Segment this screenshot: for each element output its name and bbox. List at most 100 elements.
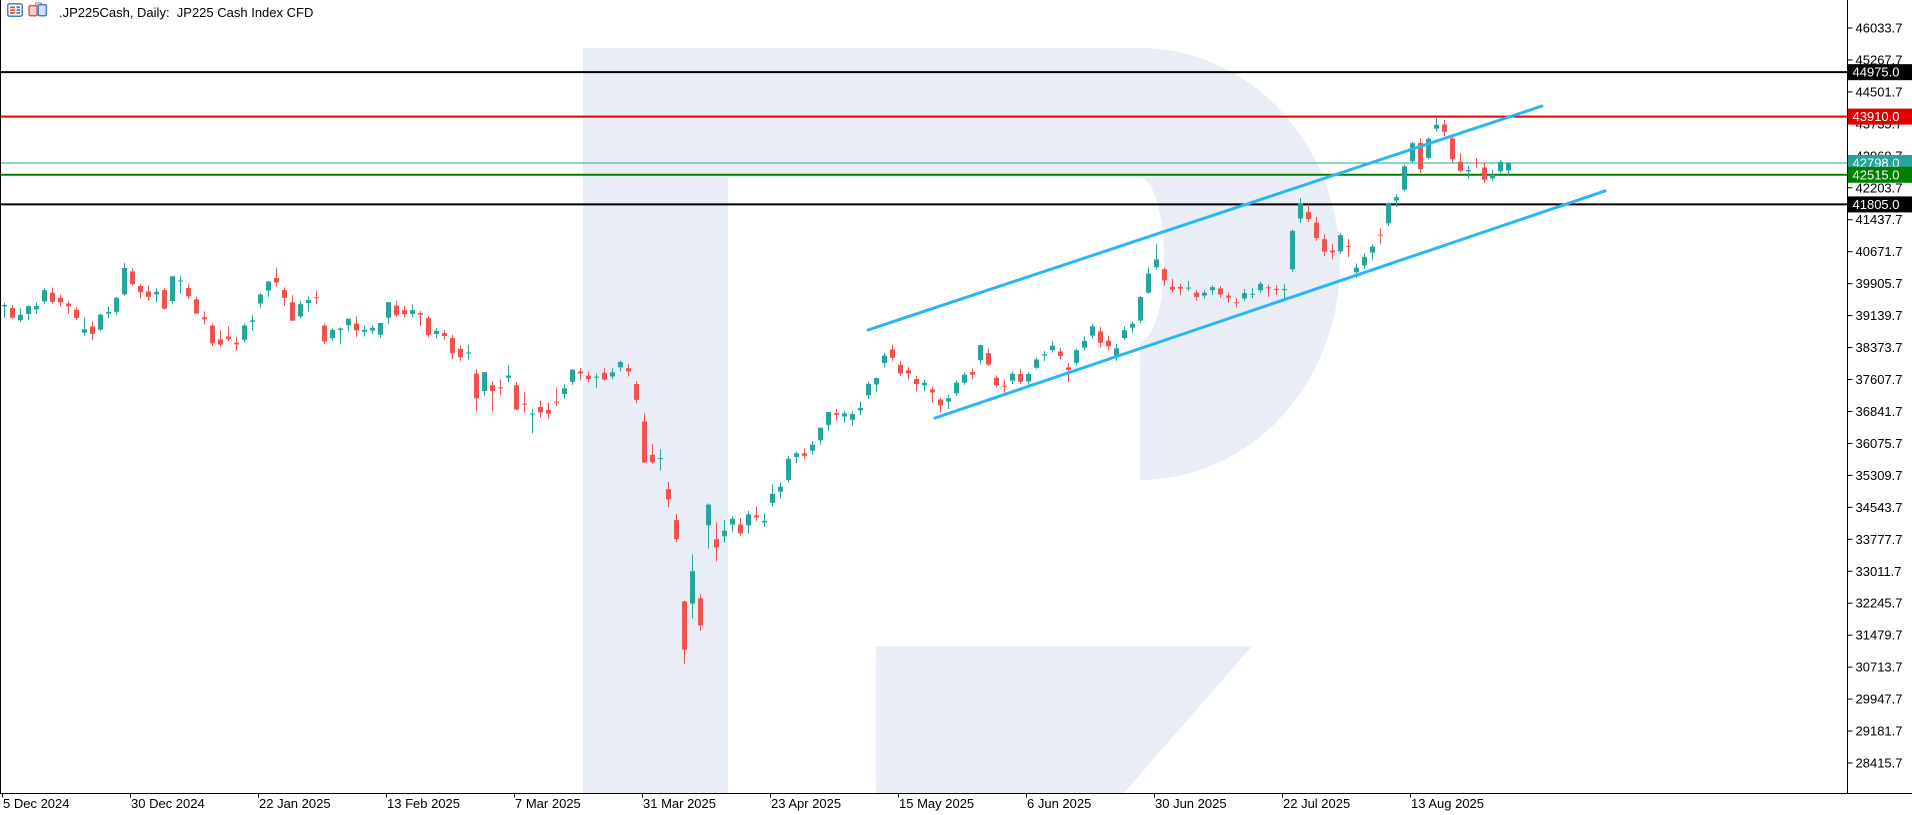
candle xyxy=(1242,288,1247,302)
candle xyxy=(210,323,215,347)
y-axis-label: 37607.7 xyxy=(1856,372,1903,387)
candle xyxy=(1170,278,1175,293)
candle xyxy=(1306,204,1311,223)
candle xyxy=(794,451,799,464)
candle xyxy=(482,372,487,396)
y-axis-label: 33011.7 xyxy=(1856,564,1902,579)
candle xyxy=(42,288,47,304)
candle xyxy=(1098,326,1103,348)
candle xyxy=(1290,229,1295,272)
candle xyxy=(722,520,727,543)
candle xyxy=(682,600,687,664)
candle xyxy=(1122,326,1127,340)
candle xyxy=(978,344,983,365)
candle xyxy=(578,368,583,381)
candle xyxy=(874,377,879,393)
candle xyxy=(1442,119,1447,137)
candle xyxy=(290,295,295,321)
candle xyxy=(1146,267,1151,294)
candle xyxy=(90,321,95,341)
chart-window-icon[interactable] xyxy=(28,2,48,22)
candle xyxy=(386,301,391,325)
candle xyxy=(594,373,599,389)
candle xyxy=(1330,243,1335,260)
candle xyxy=(1298,197,1303,223)
candle xyxy=(18,308,23,323)
chart-title: .JP225Cash, Daily: JP225 Cash Index CFD xyxy=(59,4,314,20)
candle xyxy=(146,285,151,301)
candle xyxy=(306,296,311,312)
candle xyxy=(746,510,751,534)
candle xyxy=(298,300,303,319)
candle xyxy=(882,353,887,368)
candle xyxy=(562,384,567,399)
candle xyxy=(1482,162,1487,183)
candle xyxy=(450,334,455,359)
y-axis-label: 32245.7 xyxy=(1856,596,1903,611)
candle xyxy=(618,360,623,372)
candle xyxy=(1194,290,1199,301)
svg-text:43910.0: 43910.0 xyxy=(1853,109,1900,124)
trend-channel-line-2[interactable] xyxy=(933,189,1607,420)
candle xyxy=(570,369,575,385)
candle xyxy=(1378,228,1383,244)
candle xyxy=(554,388,559,406)
candle xyxy=(986,348,991,367)
candle xyxy=(2,302,7,318)
candle xyxy=(322,323,327,344)
candle xyxy=(434,328,439,339)
y-axis-label: 36075.7 xyxy=(1856,436,1903,451)
y-axis-label: 36841.7 xyxy=(1856,404,1903,419)
candle xyxy=(66,300,71,314)
candle xyxy=(394,300,399,318)
y-axis-label: 34543.7 xyxy=(1856,500,1903,515)
candle xyxy=(1490,169,1495,182)
candle xyxy=(970,368,975,380)
x-axis-label: 22 Jul 2025 xyxy=(1283,796,1350,811)
candle xyxy=(674,514,679,543)
candle xyxy=(1394,194,1399,207)
x-axis-label: 6 Jun 2025 xyxy=(1027,796,1091,811)
candle xyxy=(1322,234,1327,256)
y-axis-scale[interactable]: 46033.745267.744501.743735.742969.742203… xyxy=(1847,21,1903,771)
candle xyxy=(1154,244,1159,270)
candle xyxy=(1114,343,1119,362)
x-axis-label: 31 Mar 2025 xyxy=(643,796,716,811)
candle xyxy=(282,287,287,307)
candle xyxy=(1386,202,1391,226)
trend-channel-line-1[interactable] xyxy=(866,104,1544,332)
candle xyxy=(906,366,911,380)
candle xyxy=(50,287,55,304)
y-axis-label: 30713.7 xyxy=(1856,660,1903,675)
svg-text:44975.0: 44975.0 xyxy=(1853,65,1900,80)
candle xyxy=(1474,157,1479,168)
candle xyxy=(586,371,591,383)
x-axis-label: 23 Apr 2025 xyxy=(771,796,841,811)
candle xyxy=(458,345,463,362)
x-axis-scale[interactable]: 5 Dec 2024 30 Dec 2024 22 Jan 2025 13 Feb 2… xyxy=(2,793,1485,812)
candle xyxy=(26,305,31,321)
candle xyxy=(194,296,199,314)
chart-list-icon[interactable] xyxy=(7,2,23,22)
candle xyxy=(1362,253,1367,269)
candle xyxy=(138,283,143,299)
candle xyxy=(858,401,863,415)
y-axis-label: 28415.7 xyxy=(1856,756,1903,771)
candle xyxy=(1498,159,1503,174)
candle xyxy=(850,411,855,426)
candle xyxy=(610,368,615,380)
candle xyxy=(378,322,383,338)
candle xyxy=(1178,283,1183,296)
candle xyxy=(1250,288,1255,299)
candle xyxy=(530,409,535,434)
y-axis-label: 38373.7 xyxy=(1856,340,1903,355)
candle xyxy=(706,503,711,549)
y-axis-label: 29181.7 xyxy=(1856,724,1903,739)
candle xyxy=(402,306,407,318)
candle xyxy=(1186,280,1191,291)
candle xyxy=(818,427,823,445)
candle xyxy=(106,306,111,319)
candle xyxy=(650,444,655,464)
